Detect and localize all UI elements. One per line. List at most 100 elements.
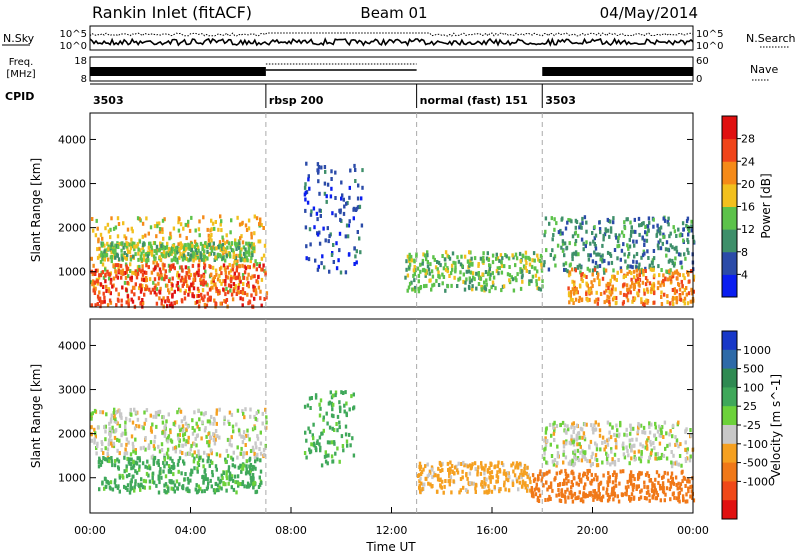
scatter-cell: [142, 278, 146, 282]
scatter-cell: [304, 430, 307, 435]
scatter-cell: [193, 450, 196, 455]
scatter-cell: [140, 257, 143, 262]
scatter-cell: [648, 421, 651, 426]
scatter-cell: [579, 284, 582, 289]
scatter-cell: [580, 458, 584, 463]
power-colorbar-label: Power [dB]: [759, 173, 773, 238]
scatter-cell: [448, 274, 451, 278]
scatter-cell: [536, 477, 539, 482]
date-title: 04/May/2014: [600, 4, 698, 22]
scatter-cell: [168, 236, 171, 241]
scatter-cell: [189, 273, 193, 277]
scatter-cell: [523, 482, 527, 487]
scatter-cell: [102, 451, 105, 456]
scatter-cell: [161, 415, 164, 420]
scatter-cell: [615, 296, 618, 300]
scatter-cell: [481, 484, 484, 489]
power-colorbar-tick: 4: [741, 268, 748, 281]
scatter-cell: [196, 299, 199, 304]
scatter-cell: [574, 225, 577, 230]
scatter-cell: [235, 262, 238, 267]
scatter-cell: [145, 270, 148, 275]
scatter-cell: [178, 433, 181, 437]
scatter-cell: [355, 249, 358, 254]
scatter-cell: [657, 473, 661, 478]
scatter-cell: [196, 469, 199, 474]
scatter-cell: [660, 486, 664, 490]
scatter-cell: [237, 283, 241, 287]
scatter-cell: [340, 434, 344, 439]
scatter-cell: [616, 239, 620, 244]
scatter-cell: [660, 295, 663, 299]
scatter-cell: [638, 456, 641, 461]
scatter-cell: [580, 273, 583, 277]
scatter-cell: [127, 298, 130, 303]
scatter-cell: [670, 475, 673, 480]
scatter-cell: [257, 409, 260, 414]
scatter-cell: [569, 293, 572, 298]
scatter-cell: [652, 249, 656, 253]
scatter-cell: [562, 460, 565, 465]
scatter-cell: [352, 392, 355, 397]
scatter-cell: [519, 472, 522, 477]
scatter-cell: [171, 304, 174, 309]
scatter-cell: [232, 282, 236, 286]
scatter-cell: [203, 450, 206, 455]
scatter-cell: [669, 497, 672, 502]
scatter-cell: [191, 283, 195, 287]
scatter-cell: [318, 241, 322, 246]
scatter-cell: [327, 453, 330, 458]
scatter-cell: [210, 246, 213, 251]
scatter-cell: [632, 474, 635, 478]
scatter-cell: [214, 429, 218, 433]
scatter-cell: [673, 290, 677, 295]
scatter-cell: [591, 272, 594, 277]
scatter-cell: [637, 216, 641, 221]
scatter-cell: [665, 456, 669, 461]
scatter-cell: [678, 272, 681, 277]
scatter-cell: [231, 424, 235, 429]
scatter-cell: [155, 244, 159, 249]
scatter-cell: [196, 466, 199, 471]
scatter-cell: [197, 409, 200, 413]
scatter-cell: [129, 452, 133, 457]
scatter-cell: [235, 253, 238, 258]
scatter-cell: [598, 278, 601, 283]
scatter-cell: [227, 468, 230, 473]
scatter-cell: [158, 480, 161, 485]
scatter-cell: [260, 256, 264, 261]
scatter-cell: [593, 250, 596, 255]
scatter-cell: [646, 289, 649, 294]
scatter-cell: [465, 277, 468, 282]
scatter-cell: [94, 268, 98, 273]
scatter-cell: [461, 475, 464, 480]
scatter-cell: [155, 287, 159, 292]
scatter-cell: [599, 230, 602, 235]
scatter-cell: [533, 266, 536, 271]
scatter-cell: [334, 170, 337, 175]
scatter-cell: [524, 485, 527, 490]
scatter-cell: [158, 255, 161, 260]
scatter-cell: [166, 455, 170, 460]
scatter-cell: [132, 463, 136, 468]
scatter-cell: [94, 286, 97, 291]
scatter-cell: [431, 283, 434, 288]
scatter-cell: [330, 177, 333, 181]
scatter-cell: [260, 223, 263, 227]
scatter-cell: [599, 497, 602, 502]
scatter-cell: [240, 247, 243, 252]
scatter-cell: [226, 290, 230, 295]
scatter-cell: [151, 252, 154, 257]
scatter-cell: [96, 444, 99, 448]
scatter-cell: [255, 262, 259, 267]
scatter-cell: [683, 276, 686, 281]
scatter-cell: [473, 277, 476, 282]
scatter-cell: [613, 295, 616, 300]
nave-tick-bottom: 0: [696, 74, 702, 85]
scatter-cell: [110, 456, 113, 460]
scatter-cell: [252, 448, 255, 453]
scatter-cell: [678, 499, 681, 504]
scatter-cell: [125, 288, 128, 293]
scatter-cell: [496, 470, 499, 475]
scatter-cell: [261, 421, 264, 426]
